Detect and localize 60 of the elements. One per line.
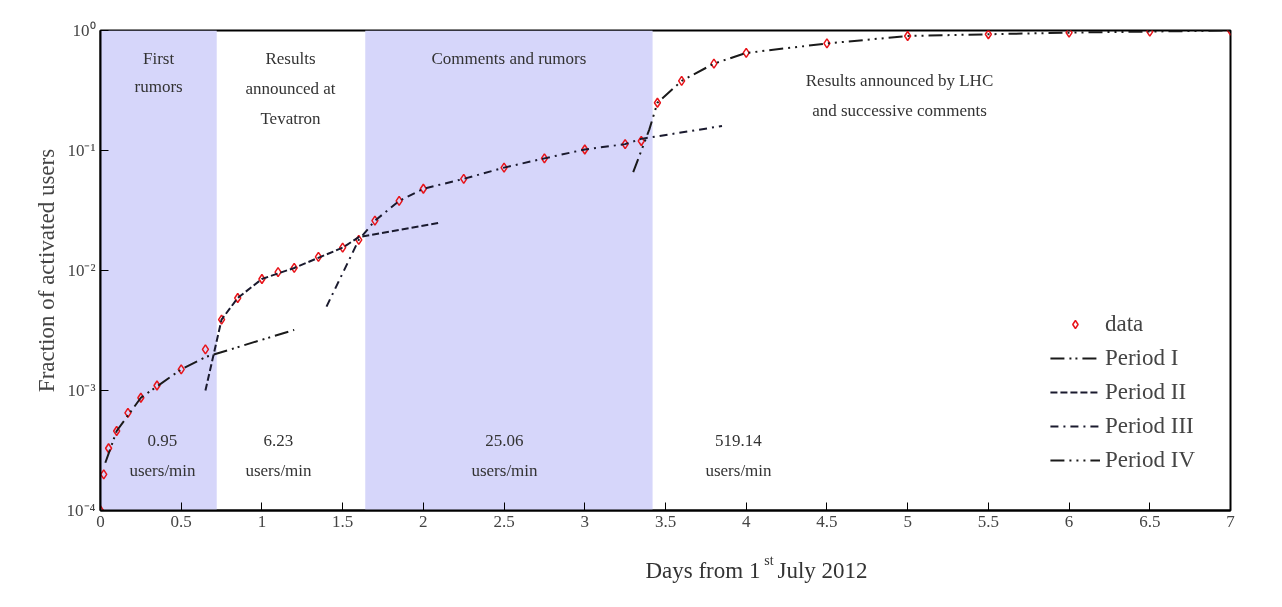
point (653, 97, 662, 108)
legend-label: data (1104, 310, 1144, 338)
x-tick-label: 6 (1064, 511, 1074, 531)
line-series (104, 328, 296, 464)
annotation: 519.14 users/min (705, 430, 773, 481)
point (903, 30, 912, 42)
x-tick-label: 4.5 (816, 511, 838, 531)
x-tick-label: 1.5 (332, 511, 354, 531)
y-axis-title: Fraction of activated users (33, 148, 59, 393)
y-tick-label: 10⁻² (67, 261, 96, 280)
point (177, 364, 185, 375)
annotation: 6.23 users/min (245, 430, 313, 481)
point (233, 292, 242, 304)
annotation: 0.95 users/min (129, 430, 197, 481)
point (540, 153, 549, 164)
point (314, 251, 323, 263)
x-tick-label: 3 (580, 511, 590, 531)
line-series (632, 30, 1231, 174)
legend-label: Period I (1104, 344, 1179, 372)
band-label: First rumors (134, 48, 183, 96)
x-tick-label: 0.5 (170, 511, 192, 531)
point (581, 144, 589, 155)
point (371, 215, 379, 226)
x-tick-label: 7 (1226, 511, 1236, 531)
point (201, 344, 210, 355)
annotation: Results announced at Tevatron (245, 48, 336, 129)
x-tick-label: 0 (96, 511, 105, 531)
annotation: Results announced by LHC and successive comments (805, 70, 994, 120)
point (100, 469, 108, 480)
legend-label: Period II (1104, 378, 1187, 406)
y-tick-label: 10⁻³ (67, 381, 96, 400)
x-tick-label: 1 (257, 511, 267, 531)
point (500, 162, 508, 173)
x-tick-label: 5.5 (977, 511, 999, 531)
point (984, 30, 993, 40)
x-tick-label: 4 (741, 511, 751, 531)
x-tick-label: 6.5 (1139, 511, 1161, 531)
y-tick-label: 10⁻¹ (67, 141, 96, 160)
legend-label: Period III (1104, 412, 1194, 440)
x-tick-label: 2.5 (493, 511, 515, 531)
point (459, 173, 468, 185)
annotation: 25.06 users/min (471, 430, 539, 481)
point (217, 314, 226, 325)
point (710, 58, 718, 69)
band-label: Comments and rumors (431, 48, 587, 68)
x-tick-label: 5 (903, 511, 912, 531)
point (637, 135, 646, 147)
point (338, 242, 347, 253)
point (112, 425, 121, 437)
point (104, 443, 113, 454)
point (677, 75, 686, 87)
legend-label: Period IV (1104, 446, 1195, 474)
y-tick-label: 10⁰ (72, 21, 96, 40)
point (419, 183, 428, 194)
point (1065, 30, 1073, 38)
x-tick-label: 3.5 (654, 511, 677, 531)
x-tick-label: 2 (419, 511, 428, 531)
point (823, 38, 831, 49)
point (153, 380, 161, 391)
y-tick-label: 10⁻⁴ (66, 501, 96, 520)
